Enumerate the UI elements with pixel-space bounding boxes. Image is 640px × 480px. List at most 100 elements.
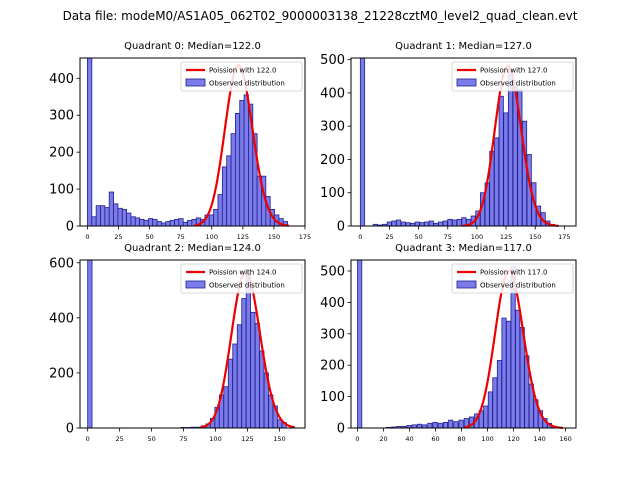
histogram-bar [438,221,444,227]
x-axis: 0 25 50 75 100 125 150 175 [358,226,571,241]
histogram-bar [232,343,238,429]
y-tick-label: 400 [49,311,74,326]
histogram-bar [169,220,175,227]
histogram-bar [259,350,265,429]
histogram-bar [496,360,503,429]
x-tick-label: 100 [481,435,493,443]
histogram-bar [241,298,247,429]
histogram-bar [447,218,453,227]
x-tick-label: 150 [268,233,280,241]
histogram-bar [152,218,158,227]
histogram-bar [239,100,245,227]
y-tick-label: 100 [49,183,74,198]
chart-panel-3: Quadrant 3: Median=117.0 0 20 40 60 80 100 120 1… [320,243,577,443]
histogram-bar [250,311,256,429]
histogram-bar [501,317,507,429]
y-tick-label: 600 [49,256,74,271]
histogram-bar [396,219,402,227]
histogram-bar [432,421,438,429]
x-tick-label: 120 [507,435,519,443]
x-tick-label: 100 [206,233,218,241]
chart-title: Quadrant 0: Median=122.0 [124,41,261,52]
y-tick-label: 200 [49,366,74,381]
x-tick-label: 75 [179,435,187,443]
histogram-bar [243,94,249,227]
histogram-bar [130,216,136,227]
chart-panel-0: Quadrant 0: Median=122.0 0 25 50 75 100 125 150… [49,41,311,241]
histogram-bar [91,216,97,227]
chart-title: Quadrant 2: Median=124.0 [124,243,261,254]
histogram-bar [117,207,123,227]
histogram-bar [234,112,241,227]
x-axis: 0 25 50 75 100 125 150 [86,428,286,443]
y-tick-label: 200 [320,359,345,374]
histogram-bar [221,166,228,227]
axes-frame [350,57,577,227]
legend-label-observed: Observed distribution [480,282,556,290]
legend-bar-swatch [456,280,477,289]
histogram-bar [458,419,464,429]
histogram-bar [416,423,423,429]
histogram-bar [359,57,366,227]
x-tick-label: 25 [385,233,393,241]
legend-label-poisson: Poission with 122.0 [209,67,277,75]
x-tick-label: 125 [237,233,249,241]
y-tick-label: 300 [320,327,345,342]
histogram-bar [448,419,454,429]
x-tick-label: 0 [355,435,359,443]
histogram-bars [357,259,557,429]
histogram-bar [507,69,514,227]
x-tick-label: 0 [85,233,89,241]
y-tick-label: 0 [66,422,74,437]
y-tick-label: 400 [320,296,345,311]
histogram-bar [108,191,114,227]
x-tick-label: 50 [147,435,155,443]
y-axis: 0 100 200 300 400 [49,72,80,235]
histogram-bar [147,218,154,227]
x-tick-label: 125 [241,435,253,443]
y-tick-label: 0 [66,220,74,235]
x-tick-label: 75 [177,233,185,241]
chart-title: Quadrant 1: Median=127.0 [395,41,532,52]
histogram-bar [226,155,232,227]
histogram-bar [87,57,93,227]
y-tick-label: 200 [49,146,74,161]
histogram-bar [452,219,458,227]
legend: Poission with 122.0 Observed distribution [180,61,303,92]
histogram-bar [442,421,449,429]
histogram-bar [437,422,443,429]
y-axis: 0 100 200 300 400 500 [320,53,351,235]
panels: Quadrant 0: Median=122.0 0 25 50 75 100 125 150… [49,41,577,443]
x-tick-label: 150 [273,435,285,443]
legend-label-observed: Observed distribution [480,80,556,88]
histogram-bar [230,133,236,227]
legend: Poission with 117.0 Observed distribution [451,263,574,294]
x-tick-label: 75 [444,233,452,241]
x-tick-label: 160 [559,435,571,443]
histogram-bar [139,218,145,227]
chart-panel-1: Quadrant 1: Median=127.0 0 25 50 75 100 125 150… [320,41,577,241]
legend-bar-swatch [456,78,477,87]
histogram-bar [512,85,518,227]
legend: Poission with 124.0 Observed distribution [180,263,303,294]
histogram-bar [386,221,392,227]
legend-bar-swatch [185,78,206,87]
y-tick-label: 500 [320,264,345,279]
histogram-bar [400,221,406,227]
histogram-bar [424,221,430,227]
histogram-bar [213,208,219,227]
y-axis: 0 100 200 300 400 500 [320,264,351,437]
histogram-bar [165,221,171,227]
histogram-bar [506,320,512,429]
y-tick-label: 400 [320,86,345,101]
histogram-bar [217,194,223,227]
histogram-bar [414,221,420,227]
legend-label-poisson: Poission with 124.0 [209,269,277,277]
y-tick-label: 400 [49,72,74,87]
y-tick-label: 300 [320,120,345,135]
legend-box [180,263,303,294]
legend-label-observed: Observed distribution [209,80,285,88]
legend-box [180,61,303,92]
histogram-bar [492,377,498,429]
